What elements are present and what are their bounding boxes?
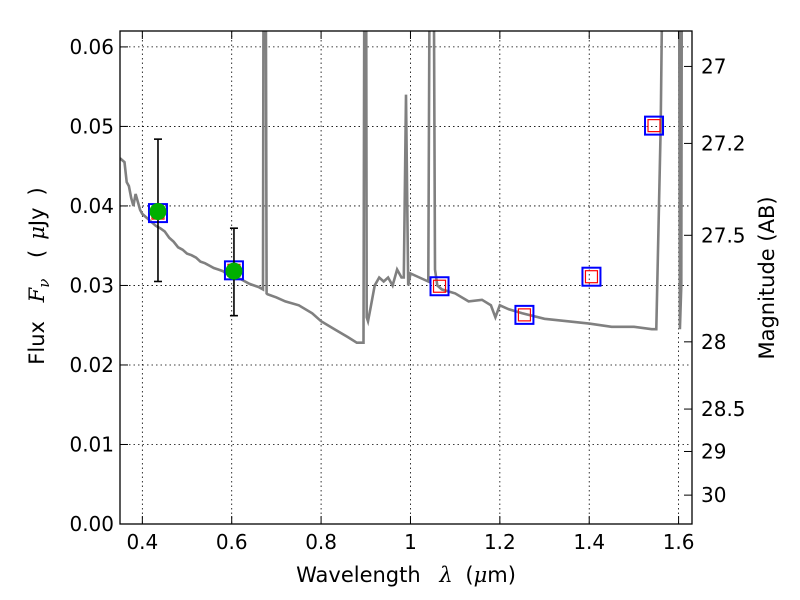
tick-labels: 0.4 0.6 0.8 1 1.2 1.4 1.6 0.00 0.01 0.02 0.03 0.04 0…: [69, 35, 745, 554]
model-point-box: [644, 115, 665, 136]
x-tick-label: 0.4: [126, 530, 158, 554]
model-point-box: [514, 304, 535, 325]
model-point-inner: [432, 279, 447, 293]
model-point-inner: [647, 119, 661, 133]
y-tick-label: 0.05: [69, 114, 114, 138]
y2-tick-label: 29: [701, 439, 726, 463]
y2-axis-label: Magnitude (AB): [755, 196, 779, 359]
observed-point: [149, 203, 167, 221]
y-tick-label: 0.03: [69, 273, 114, 297]
x-tick-label: 0.8: [305, 530, 337, 554]
model-point-box: [429, 276, 450, 297]
y-tick-label: 0.04: [69, 194, 114, 218]
x-tick-label: 0.6: [216, 530, 248, 554]
x-tick-label: 1.2: [484, 530, 516, 554]
y2-tick-label: 28.5: [701, 397, 746, 421]
x-tick-label: 1.4: [573, 530, 605, 554]
y-tick-label: 0.01: [69, 432, 114, 456]
model-point-inner: [584, 270, 599, 284]
model-point-box: [581, 266, 602, 287]
x-axis-label: Wavelength λ (μm): [296, 563, 516, 587]
plot-frame: [119, 30, 693, 525]
plot-area: [120, 31, 684, 345]
y2-tick-label: 27.2: [701, 131, 746, 155]
x-tick-label: 1: [404, 530, 417, 554]
observed-points: [149, 138, 243, 317]
y2-tick-label: 28: [701, 330, 726, 354]
y-axis-label: Flux Fν (μJy): [25, 187, 54, 364]
model-point-inner: [517, 308, 532, 322]
y-tick-label: 0.00: [69, 512, 114, 536]
sed-model-line: [120, 31, 684, 345]
y2-tick-label: 30: [701, 483, 726, 507]
y-tick-label: 0.06: [69, 35, 114, 59]
x-tick-label: 1.6: [663, 530, 695, 554]
ticks: [120, 31, 692, 525]
grid: [120, 31, 692, 525]
y2-tick-label: 27.5: [701, 223, 746, 247]
observed-point: [225, 262, 243, 280]
y2-tick-label: 27: [701, 54, 726, 78]
y-tick-label: 0.02: [69, 353, 114, 377]
